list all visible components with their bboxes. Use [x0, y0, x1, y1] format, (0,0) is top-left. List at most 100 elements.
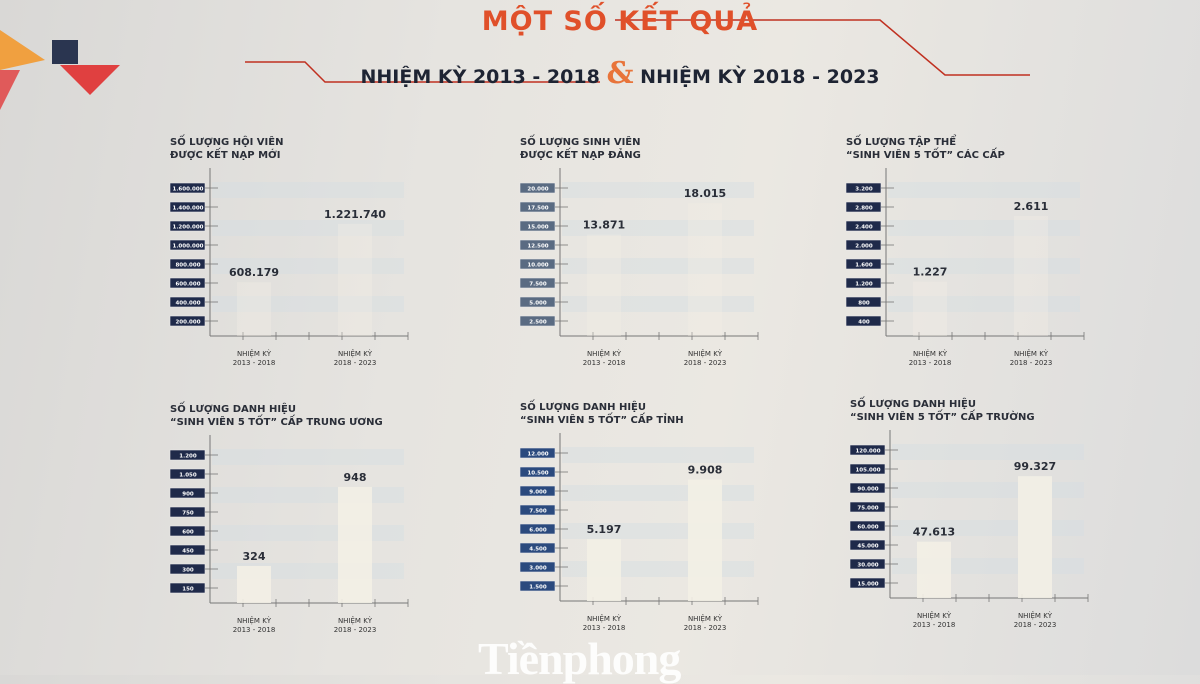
x-category-label: NHIỆM KỲ	[338, 616, 373, 625]
data-label: 2.611	[1014, 200, 1049, 213]
x-category-label: NHIỆM KỲ	[688, 614, 723, 623]
y-tick-label: 3.000	[529, 566, 547, 572]
grid-band	[892, 482, 1084, 498]
chart-panel: SỐ LƯỢNG DANH HIỆU “SINH VIÊN 5 TỐT” CẤP …	[849, 398, 1110, 638]
grid-band	[562, 182, 754, 198]
y-tick-label: 2.400	[855, 225, 873, 231]
grid-band	[212, 258, 404, 274]
chart-title: SỐ LƯỢNG DANH HIỆU “SINH VIÊN 5 TỐT” CẤP …	[520, 401, 684, 427]
bar	[1014, 215, 1048, 336]
chart-title: SỐ LƯỢNG TẬP THỂ “SINH VIÊN 5 TỐT” CÁC CẤ…	[846, 136, 1005, 162]
chart-title-line: SỐ LƯỢNG SINH VIÊN	[520, 137, 641, 148]
x-category-label: NHIỆM KỲ	[237, 616, 272, 625]
chart-title-line: SỐ LƯỢNG DANH HIỆU	[850, 399, 977, 410]
y-tick-label: 800.000	[175, 263, 200, 269]
chart-panel: SỐ LƯỢNG TẬP THỂ “SINH VIÊN 5 TỐT” CÁC CẤ…	[845, 136, 1106, 376]
bar-chart: 2.500 5.000 7.500 10.000 12.500 15.000 17.500 2…	[519, 168, 759, 367]
y-tick-label: 150	[182, 587, 194, 593]
y-tick-label: 1.600	[855, 263, 873, 269]
y-tick-label: 800	[858, 301, 870, 307]
x-category-label: 2018 - 2023	[684, 359, 727, 367]
y-tick-label: 15.000	[527, 225, 548, 231]
x-category-label: 2013 - 2018	[583, 359, 626, 367]
bar	[688, 479, 722, 601]
chart-panel: SỐ LƯỢNG DANH HIỆU “SINH VIÊN 5 TỐT” CẤP …	[519, 401, 780, 641]
y-tick-label: 5.000	[529, 301, 547, 307]
x-category-label: 2018 - 2023	[334, 359, 377, 367]
grid-band	[888, 220, 1080, 236]
bar	[1018, 476, 1052, 598]
y-tick-label: 12.000	[527, 452, 548, 458]
grid-band	[212, 525, 404, 541]
data-label: 324	[243, 550, 266, 563]
y-tick-label: 120.000	[855, 449, 880, 455]
x-category-label: NHIỆM KỲ	[1014, 349, 1049, 358]
chart-title: SỐ LƯỢNG HỘI VIÊN ĐƯỢC KẾT NẠP MỚI	[170, 136, 283, 162]
grid-band	[212, 449, 404, 465]
bar	[237, 282, 271, 336]
tienphong-watermark-logo: Tiềnphong	[478, 633, 681, 684]
bar	[913, 281, 947, 336]
y-tick-label: 600	[182, 530, 194, 536]
grid-band	[888, 296, 1080, 312]
y-tick-label: 600.000	[175, 282, 200, 288]
y-tick-label: 900	[182, 492, 194, 498]
ampersand: &	[606, 56, 634, 91]
y-tick-label: 75.000	[857, 506, 878, 512]
y-tick-label: 105.000	[855, 468, 880, 474]
y-tick-label: 15.000	[857, 582, 878, 588]
chart-title-line: SỐ LƯỢNG DANH HIỆU	[520, 402, 647, 413]
data-label: 99.327	[1014, 460, 1056, 473]
chart-panel: SỐ LƯỢNG HỘI VIÊN ĐƯỢC KẾT NẠP MỚI 200.000…	[169, 136, 430, 376]
chart-title-line: “SINH VIÊN 5 TỐT” CẤP TRUNG ƯƠNG	[170, 417, 383, 428]
data-label: 47.613	[913, 526, 955, 539]
x-category-label: NHIỆM KỲ	[1018, 611, 1053, 620]
y-tick-label: 400	[858, 320, 870, 326]
x-category-label: 2018 - 2023	[1010, 359, 1053, 367]
y-tick-label: 6.000	[529, 528, 547, 534]
bar	[237, 565, 271, 603]
chart-title: SỐ LƯỢNG DANH HIỆU “SINH VIÊN 5 TỐT” CẤP …	[850, 398, 1035, 424]
y-tick-label: 60.000	[857, 525, 878, 531]
chart-panel: SỐ LƯỢNG SINH VIÊN ĐƯỢC KẾT NẠP ĐẢNG 2.500…	[519, 136, 780, 376]
decorative-lines	[245, 19, 1030, 83]
y-tick-label: 1.200.000	[173, 225, 204, 231]
y-tick-label: 1.000.000	[173, 244, 204, 250]
chart-title-line: ĐƯỢC KẾT NẠP ĐẢNG	[520, 150, 641, 161]
grid-band	[892, 444, 1084, 460]
data-label: 18.015	[684, 187, 726, 200]
x-category-label: 2018 - 2023	[334, 626, 377, 634]
chart-title-line: ĐƯỢC KẾT NẠP MỚI	[170, 150, 281, 161]
x-category-label: 2013 - 2018	[233, 626, 276, 634]
y-tick-label: 9.000	[529, 490, 547, 496]
bar	[917, 541, 951, 598]
bar-chart: 200.000 400.000 600.000 800.000 1.000.000 1.2…	[169, 168, 409, 367]
bar	[587, 539, 621, 601]
x-category-label: NHIỆM KỲ	[237, 349, 272, 358]
subtitle-left: NHIỆM KỲ 2013 - 2018	[360, 66, 600, 88]
chart-panel: SỐ LƯỢNG DANH HIỆU “SINH VIÊN 5 TỐT” CẤP …	[169, 403, 430, 643]
bar	[587, 234, 621, 336]
y-tick-label: 1.600.000	[173, 187, 204, 193]
bar	[688, 203, 722, 336]
y-tick-label: 1.050	[179, 473, 197, 479]
y-tick-label: 200.000	[175, 320, 200, 326]
bar-chart: 1.500 3.000 4.500 6.000 7.500 9.000 10.500 12.0…	[519, 433, 759, 632]
chart-title-line: SỐ LƯỢNG HỘI VIÊN	[170, 137, 284, 148]
grid-band	[212, 296, 404, 312]
grid-band	[562, 220, 754, 236]
chart-title-line: SỐ LƯỢNG DANH HIỆU	[170, 404, 297, 415]
y-tick-label: 12.500	[527, 244, 548, 250]
chart-title-line: “SINH VIÊN 5 TỐT” CÁC CẤP	[846, 150, 1005, 161]
grid-band	[888, 182, 1080, 198]
grid-band	[888, 258, 1080, 274]
y-tick-label: 1.500	[529, 585, 547, 591]
data-label: 948	[344, 471, 367, 484]
y-tick-label: 1.200	[179, 454, 197, 460]
y-tick-label: 1.400.000	[173, 206, 204, 212]
bar	[338, 486, 372, 603]
x-category-label: NHIỆM KỲ	[688, 349, 723, 358]
x-category-label: 2018 - 2023	[684, 624, 727, 632]
data-label: 13.871	[583, 219, 625, 232]
subtitle-right: NHIỆM KỲ 2018 - 2023	[640, 66, 880, 88]
